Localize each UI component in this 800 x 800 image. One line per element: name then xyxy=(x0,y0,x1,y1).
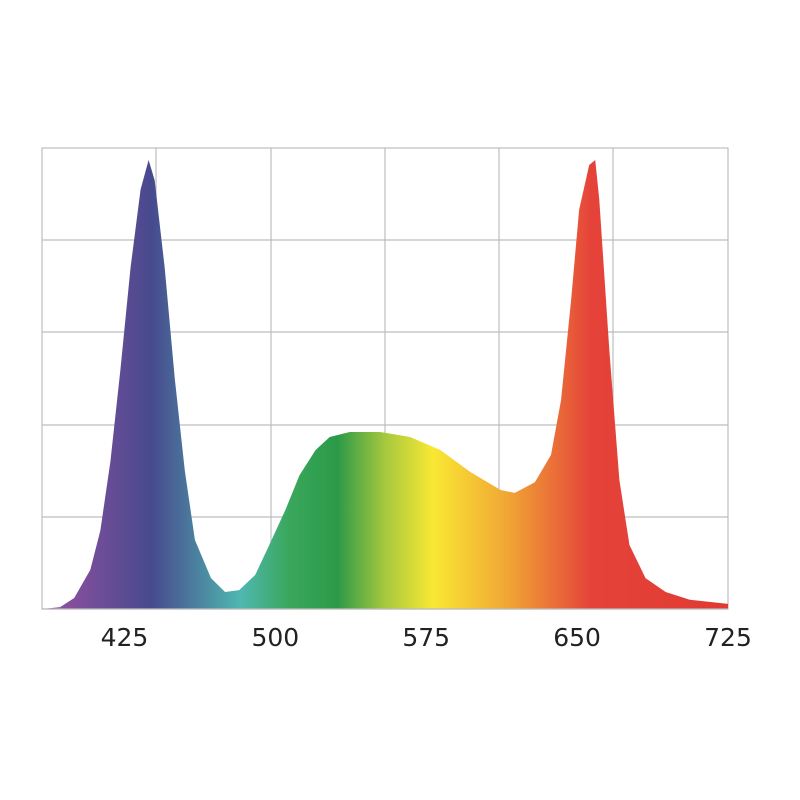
x-tick-label: 725 xyxy=(704,623,752,652)
x-tick-label: 500 xyxy=(252,623,300,652)
spectrum-area xyxy=(42,159,728,610)
x-tick-label: 650 xyxy=(553,623,601,652)
x-tick-label: 425 xyxy=(101,623,149,652)
x-tick-label: 575 xyxy=(402,623,450,652)
